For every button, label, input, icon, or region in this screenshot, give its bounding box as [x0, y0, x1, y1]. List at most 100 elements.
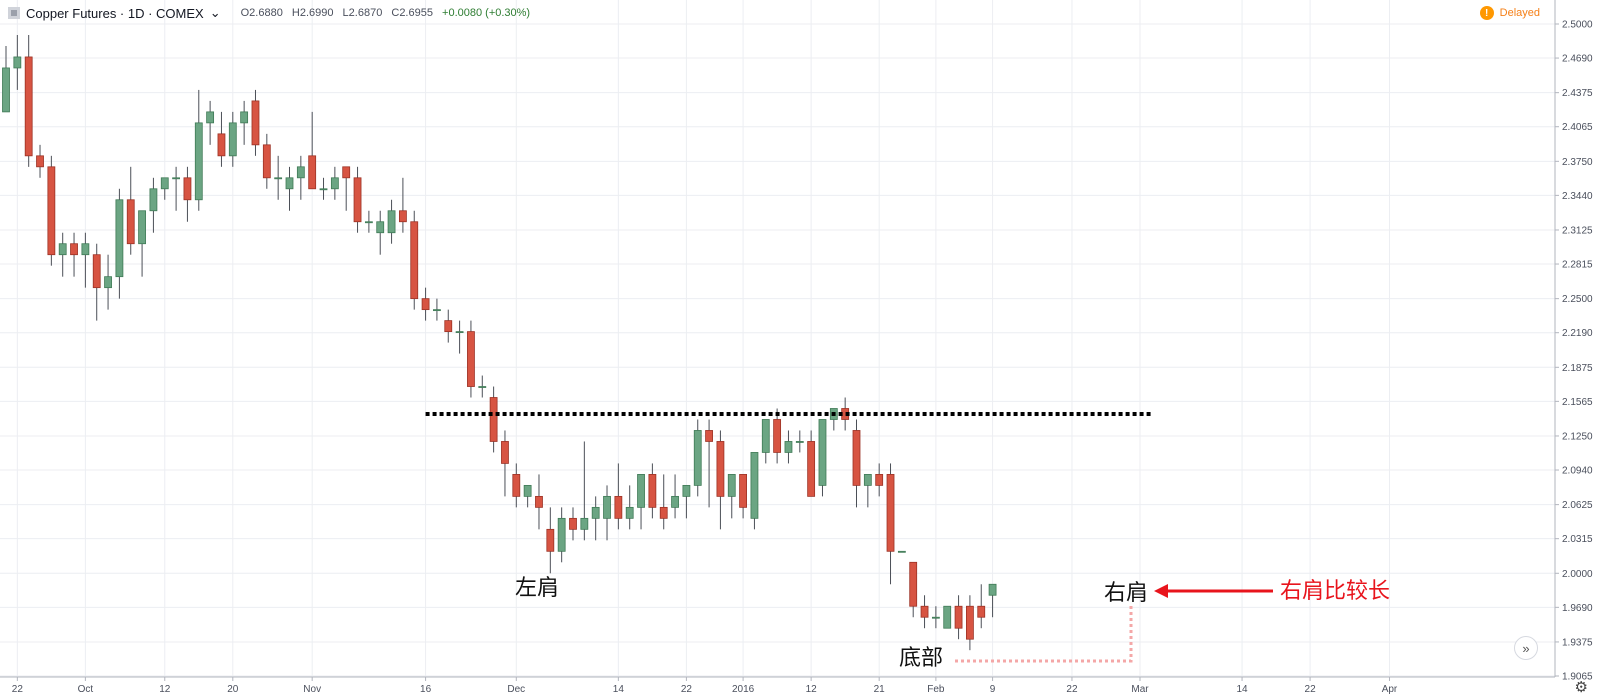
y-tick-label: 2.1250 — [1562, 431, 1593, 442]
head-label: 底部 — [899, 645, 943, 670]
candle — [659, 474, 668, 530]
y-tick-label: 2.0940 — [1562, 466, 1593, 477]
symbol-header[interactable]: Copper Futures · 1D · COMEX ⌄ O2.6880 H2… — [8, 5, 536, 21]
candle-body — [931, 616, 940, 619]
candle — [262, 133, 271, 189]
x-tick-label: 22 — [1066, 684, 1078, 695]
candle-body — [886, 474, 895, 552]
candle-body — [467, 331, 475, 387]
candle-body — [795, 441, 804, 443]
candle — [319, 177, 328, 200]
y-tick-label: 2.2500 — [1562, 294, 1593, 305]
candle — [852, 419, 861, 508]
candle-body — [682, 484, 691, 497]
candle-body — [126, 199, 135, 245]
candle — [897, 550, 906, 553]
change-value: +0.0080 (+0.30%) — [442, 7, 531, 19]
candle-body — [172, 177, 181, 180]
candle-body — [274, 177, 283, 180]
x-tick-label: Feb — [927, 684, 945, 695]
candle-body — [160, 177, 169, 190]
candle-body — [943, 605, 952, 629]
y-tick-label: 2.0315 — [1562, 534, 1593, 545]
candle-body — [875, 474, 884, 486]
candle-body — [115, 199, 124, 278]
candle — [353, 166, 362, 233]
candle — [58, 232, 67, 277]
candle — [988, 583, 997, 618]
candle — [557, 507, 566, 563]
candle — [807, 430, 816, 497]
candle — [342, 166, 351, 211]
candle-body — [614, 495, 623, 519]
candle — [2, 45, 10, 113]
candle-body — [455, 331, 464, 333]
y-tick-label: 2.3440 — [1562, 191, 1593, 202]
candle — [36, 144, 44, 178]
candle — [172, 166, 181, 211]
chevron-down-icon[interactable]: ⌄ — [209, 5, 221, 20]
candle-body — [398, 210, 407, 223]
candle — [716, 430, 725, 530]
candle — [886, 463, 895, 585]
open-value: O2.6880 — [240, 7, 283, 19]
candle — [126, 166, 135, 255]
candle — [954, 595, 963, 640]
candle — [285, 166, 294, 211]
candle-body — [739, 474, 747, 508]
candle — [308, 111, 317, 190]
candle-body — [705, 430, 713, 442]
candle-body — [319, 188, 328, 191]
x-tick-label: 21 — [874, 684, 886, 695]
y-tick-label: 2.4690 — [1562, 54, 1593, 65]
candle-body — [308, 155, 317, 190]
candle — [489, 386, 498, 453]
candle-body — [36, 155, 44, 168]
candle-body — [671, 495, 679, 508]
candle-body — [217, 133, 226, 157]
candle-body — [591, 506, 600, 519]
candle-body — [784, 441, 793, 453]
low-value: L2.6870 — [342, 7, 383, 19]
candle — [228, 111, 237, 167]
x-tick-label: 16 — [420, 684, 432, 695]
y-tick-label: 2.3750 — [1562, 157, 1593, 168]
candle-body — [251, 100, 260, 146]
candle-body — [206, 111, 215, 124]
candle — [875, 463, 884, 497]
candle-body — [693, 430, 702, 486]
time-axis[interactable]: 22 Oct 12 20 Nov 16 Dec 14 22 2016 12 21 Feb 9 22 Mar 14… — [0, 676, 1555, 695]
gear-icon[interactable]: ⚙ — [1574, 679, 1588, 696]
close-value: C2.6955 — [391, 7, 433, 19]
candle — [671, 474, 679, 519]
y-tick-label: 2.4375 — [1562, 88, 1593, 99]
y-tick-label: 2.4065 — [1562, 122, 1593, 133]
y-tick-label: 2.2815 — [1562, 260, 1593, 271]
guide-dashed-line — [955, 604, 1133, 663]
candle — [183, 166, 192, 222]
candle — [580, 441, 589, 541]
y-tick-label: 2.5000 — [1562, 20, 1593, 31]
candle — [614, 463, 623, 530]
scroll-to-latest-button[interactable]: » — [1514, 636, 1538, 660]
candle-body — [569, 517, 577, 530]
candle-body — [444, 320, 453, 332]
price-axis[interactable]: 2.5000 2.4690 2.4375 2.4065 2.3750 2.3440 2.31… — [1554, 0, 1593, 683]
candle-body — [149, 188, 158, 212]
x-tick-label: Apr — [1382, 684, 1398, 695]
candle-body — [240, 111, 249, 124]
candle — [603, 485, 611, 541]
candle-body — [330, 177, 339, 190]
candle — [966, 595, 974, 651]
y-tick-label: 2.3125 — [1562, 225, 1593, 236]
candle-body — [977, 605, 986, 618]
candle-body — [727, 474, 736, 497]
symbol-title[interactable]: Copper Futures · 1D · COMEX — [26, 5, 204, 21]
delayed-badge[interactable]: ! Delayed — [1479, 6, 1540, 20]
candle — [784, 430, 793, 464]
candle-body — [194, 122, 203, 201]
candle-body — [659, 506, 668, 519]
candle — [47, 155, 56, 266]
candle-body — [648, 474, 657, 508]
